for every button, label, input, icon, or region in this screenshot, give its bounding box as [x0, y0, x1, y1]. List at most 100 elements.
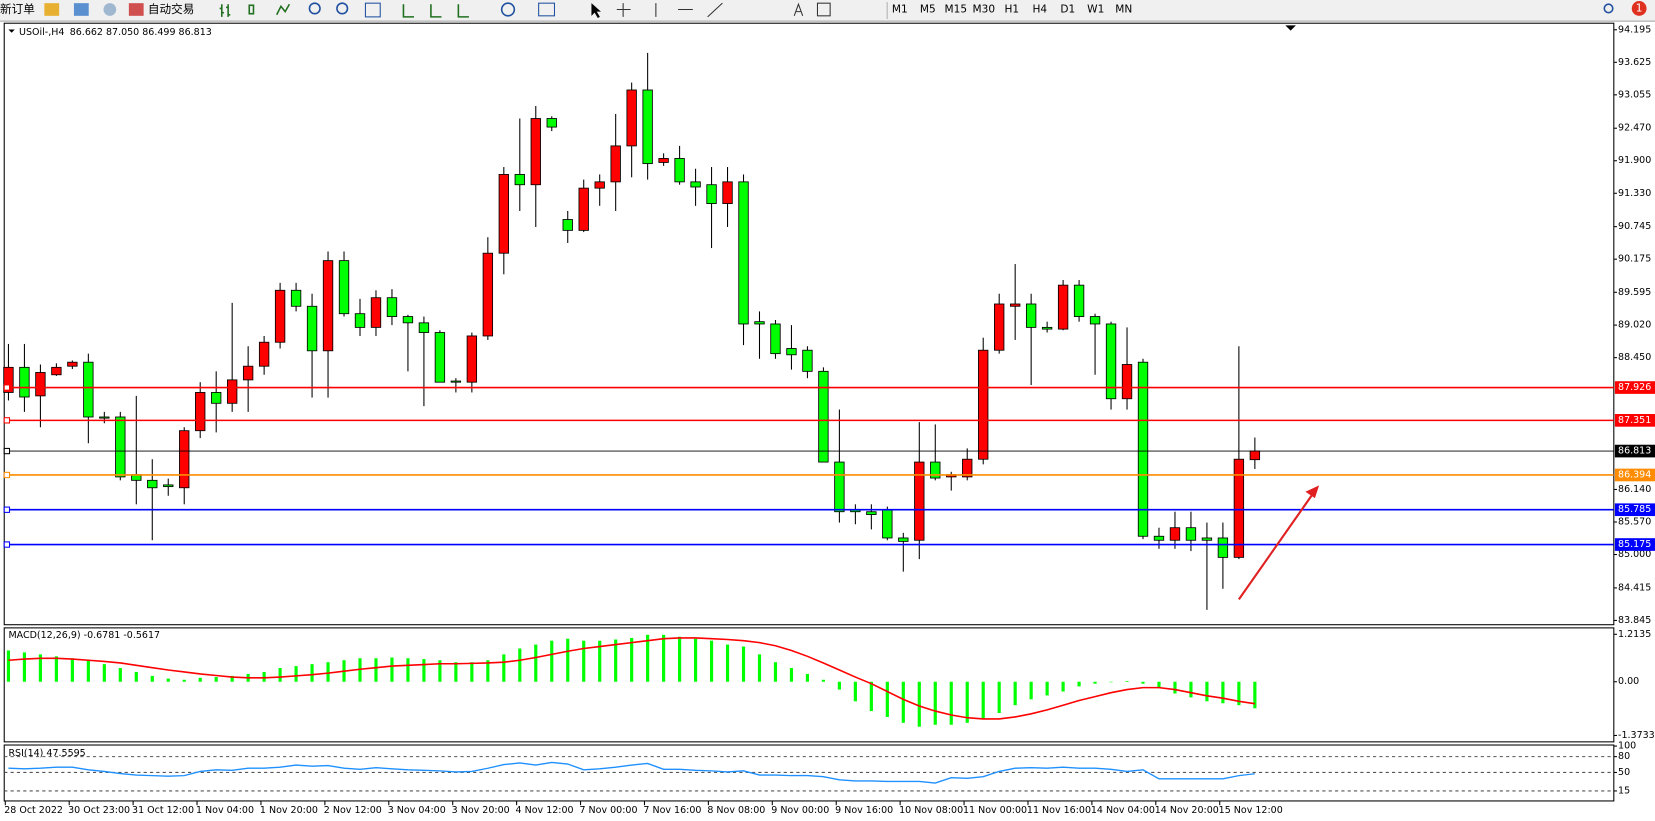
- search[interactable]: [1603, 3, 1614, 14]
- macd-bar: [805, 673, 810, 682]
- timeframe-button[interactable]: M15: [945, 3, 968, 15]
- new-order-button[interactable]: 新订单: [0, 2, 35, 16]
- y-tick-label: 83.845: [1618, 615, 1651, 626]
- tools[interactable]: [616, 2, 723, 18]
- timeframe-button[interactable]: M30: [973, 3, 996, 15]
- level-label-bg: [1614, 503, 1655, 517]
- candle-body: [3, 366, 14, 393]
- notification-badge[interactable]: [1631, 1, 1647, 16]
- macd-signal: [8, 637, 1255, 720]
- candle-body: [290, 289, 302, 307]
- candle-body: [658, 158, 669, 163]
- text-tool[interactable]: [793, 2, 804, 17]
- candle-body: [594, 181, 605, 189]
- macd-bar: [582, 640, 586, 682]
- icon[interactable]: [276, 3, 291, 16]
- candle-body: [674, 158, 685, 183]
- icon[interactable]: [402, 4, 469, 18]
- candle-body: [1057, 284, 1069, 330]
- candle-body: [195, 392, 206, 432]
- macd-bar: [1253, 681, 1257, 709]
- candle-body: [274, 289, 286, 343]
- notification-count: 1: [1636, 2, 1643, 14]
- toolbar-group: 新订单 自动交易 1 M1 M5 M15 M30 H1 H4 D1 W1 MN: [0, 1, 1647, 19]
- macd-bar: [294, 666, 298, 682]
- x-tick-label: 1 Nov 04:00: [196, 805, 254, 816]
- icon[interactable]: [103, 3, 117, 16]
- macd-bar: [662, 634, 666, 682]
- macd-bar: [422, 659, 426, 682]
- candle-body: [466, 335, 478, 383]
- y-tick-label: 93.625: [1618, 57, 1651, 68]
- candle-body: [930, 461, 941, 479]
- macd-bar: [869, 681, 873, 712]
- candle-body: [1249, 450, 1261, 461]
- macd-bar: [406, 658, 410, 682]
- macd-bar: [22, 652, 27, 682]
- y-tick-label: 94.195: [1618, 24, 1651, 35]
- zoom-in[interactable]: [308, 2, 321, 15]
- macd-bar: [741, 646, 746, 682]
- macd-bar: [789, 668, 794, 682]
- macd-panel: [3, 627, 1615, 743]
- macd-bar: [118, 668, 122, 682]
- macd-bar: [965, 681, 969, 723]
- level-label-bg: [1614, 538, 1655, 551]
- timeframe-button[interactable]: M1: [892, 3, 908, 15]
- timeframe-button[interactable]: D1: [1060, 3, 1075, 15]
- level-anchor: [3, 447, 11, 455]
- y-tick-label: 89.020: [1618, 320, 1651, 331]
- icon[interactable]: [219, 4, 231, 17]
- timeframe-button[interactable]: H1: [1004, 3, 1019, 15]
- level-label-bg: [1614, 468, 1655, 482]
- candle-body: [306, 305, 318, 352]
- macd-bar: [166, 678, 170, 682]
- cursor[interactable]: [591, 3, 601, 18]
- zoom-out[interactable]: [336, 2, 349, 15]
- macd-bar: [326, 662, 330, 682]
- macd-bar: [70, 658, 74, 682]
- macd-bar: [757, 654, 762, 682]
- candle-body: [1089, 316, 1101, 325]
- level-label: 86.394: [1618, 469, 1651, 480]
- macd-bar: [598, 640, 602, 682]
- timeframe-button[interactable]: M5: [920, 3, 936, 15]
- icon[interactable]: [248, 4, 255, 15]
- candle-body: [226, 379, 238, 404]
- timeframe-button[interactable]: W1: [1087, 3, 1104, 15]
- y-tick-label: 85.570: [1618, 516, 1651, 527]
- ohlc-readout: 86.662 87.050 86.499 86.813: [70, 27, 212, 38]
- macd-bar: [1173, 681, 1177, 694]
- icon[interactable]: [128, 3, 144, 16]
- y-tick-label: 84.415: [1618, 582, 1651, 593]
- timeframe-button[interactable]: MN: [1115, 3, 1132, 15]
- macd-bar: [981, 681, 985, 719]
- timeframe-button[interactable]: H4: [1032, 3, 1047, 15]
- candle-body: [914, 461, 925, 541]
- candle-body: [35, 372, 46, 397]
- icon[interactable]: [364, 2, 381, 18]
- macd-bar: [102, 664, 106, 682]
- candle-body: [163, 484, 174, 488]
- macd-bar: [454, 662, 458, 682]
- label-tool[interactable]: [816, 2, 831, 17]
- icon[interactable]: [73, 3, 89, 16]
- y-tick-label: 86.140: [1618, 484, 1651, 495]
- candle-body: [706, 184, 717, 204]
- rsi-line: [8, 761, 1255, 784]
- annotation-arrowhead: [1305, 485, 1320, 499]
- candle-body: [962, 458, 973, 478]
- level-anchor: [3, 417, 11, 424]
- level-label-bg: [1614, 381, 1655, 394]
- auto-trade-button[interactable]: 自动交易: [148, 2, 194, 16]
- icon[interactable]: [500, 2, 516, 17]
- x-tick-label: 15 Nov 12:00: [1219, 805, 1283, 816]
- candle-body: [498, 174, 509, 254]
- level-label: 85.785: [1618, 504, 1651, 515]
- candle-body: [482, 252, 494, 337]
- icon[interactable]: [44, 3, 60, 16]
- candle-body: [1137, 361, 1149, 537]
- icon[interactable]: [538, 2, 556, 17]
